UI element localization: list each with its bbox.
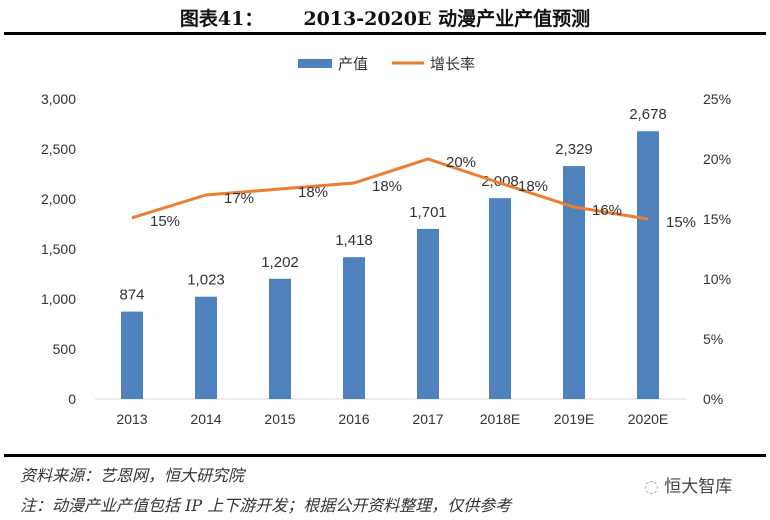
chart: 0 500 1,000 1,500 2,000 2,500 3,000 0% 5% 10% 15% 2… <box>41 56 731 427</box>
bar-data-label: 1,023 <box>187 272 225 289</box>
bar-data-label: 2,678 <box>629 106 667 123</box>
bar <box>637 131 659 399</box>
watermark-text: 恒大智库 <box>664 477 733 497</box>
source-text: 资料来源：艺恩网，恒大研究院 <box>20 466 245 485</box>
x-tick-label: 2020E <box>628 411 668 427</box>
line-data-label: 15% <box>150 213 180 230</box>
figure-title: 图表41： 2013-2020E 动漫产业产值预测 <box>0 4 770 31</box>
bar-data-label: 1,418 <box>335 232 373 249</box>
x-tick-label: 2014 <box>190 411 221 427</box>
right-tick-label: 10% <box>703 271 731 287</box>
figure-label: 图表41： <box>179 8 264 30</box>
left-tick-label: 0 <box>68 391 76 407</box>
line-data-label: 18% <box>298 184 328 201</box>
x-tick-label: 2017 <box>412 411 443 427</box>
top-rule <box>4 32 766 35</box>
bar-data-label: 874 <box>119 287 144 304</box>
bar-data-label: 2,329 <box>555 141 593 158</box>
bar <box>343 257 365 399</box>
x-tick-label: 2019E <box>554 411 594 427</box>
bar <box>269 278 291 399</box>
line-data-label: 17% <box>224 190 254 207</box>
right-tick-label: 0% <box>703 391 723 407</box>
legend-bar-swatch <box>298 59 332 68</box>
bar <box>121 311 143 399</box>
x-tick-label: 2015 <box>264 411 295 427</box>
left-tick-label: 1,500 <box>41 241 76 257</box>
left-tick-label: 500 <box>53 341 77 357</box>
growth-line <box>131 157 649 221</box>
line-data-label: 15% <box>666 214 696 231</box>
bar <box>417 228 439 399</box>
bar <box>563 166 585 399</box>
note-text: 注：动漫产业产值包括 IP 上下游开发；根据公开资料整理，仅供参考 <box>20 496 512 515</box>
right-tick-label: 20% <box>703 151 731 167</box>
figure-title-text: 2013-2020E 动漫产业产值预测 <box>303 8 591 30</box>
x-tick-label: 2018E <box>480 411 520 427</box>
left-tick-label: 1,000 <box>41 291 76 307</box>
line-data-label: 16% <box>592 202 622 219</box>
bar <box>489 198 511 399</box>
right-tick-label: 25% <box>703 91 731 107</box>
line-data-label: 18% <box>518 178 548 195</box>
right-tick-label: 5% <box>703 331 723 347</box>
line-data-label: 18% <box>372 178 402 195</box>
left-tick-label: 2,500 <box>41 141 76 157</box>
bar <box>195 296 217 399</box>
wechat-icon: ◌ <box>644 477 665 497</box>
right-tick-label: 15% <box>703 211 731 227</box>
legend-bar-label: 产值 <box>338 56 368 73</box>
line-data-label: 20% <box>446 154 476 171</box>
bar-data-label: 1,202 <box>261 254 299 271</box>
watermark: ◌ 恒大智库 <box>644 472 732 497</box>
left-tick-label: 3,000 <box>41 91 76 107</box>
left-tick-label: 2,000 <box>41 191 76 207</box>
bottom-rule <box>4 454 766 457</box>
x-tick-label: 2016 <box>338 411 369 427</box>
legend-line-label: 增长率 <box>430 56 475 73</box>
bar-data-label: 1,701 <box>409 204 447 221</box>
x-tick-label: 2013 <box>116 411 147 427</box>
